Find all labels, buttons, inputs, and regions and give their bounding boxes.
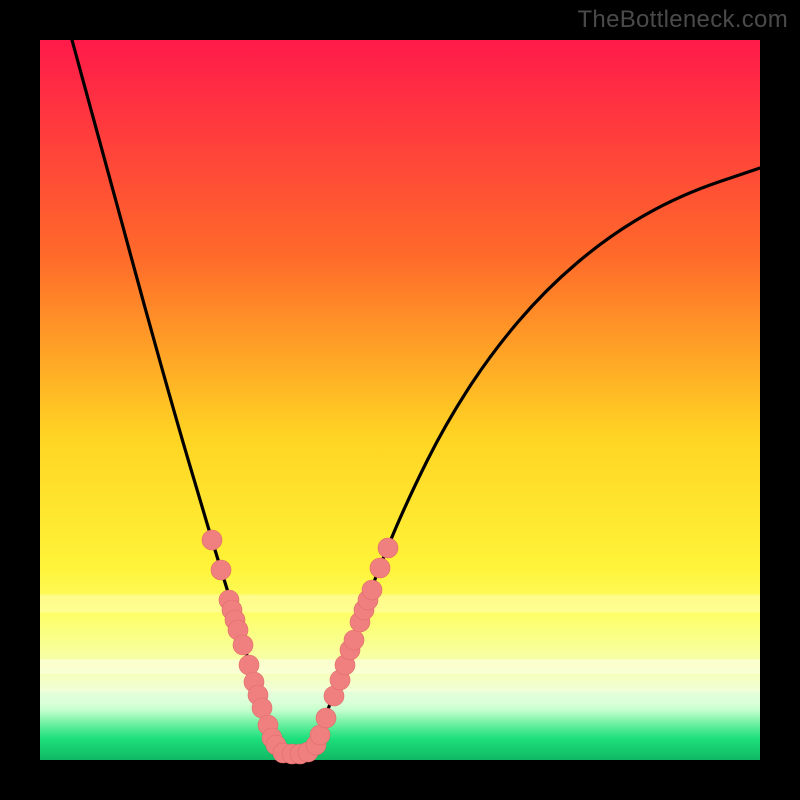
data-marker <box>362 580 382 600</box>
gradient-band <box>40 594 760 612</box>
watermark-text: TheBottleneck.com <box>577 6 788 34</box>
data-marker <box>344 630 364 650</box>
data-marker <box>378 538 398 558</box>
chart-background <box>40 40 760 760</box>
data-marker <box>316 708 336 728</box>
data-marker <box>202 530 222 550</box>
data-marker <box>233 635 253 655</box>
chart-container: TheBottleneck.com <box>0 0 800 800</box>
gradient-band <box>40 692 760 705</box>
data-marker <box>211 560 231 580</box>
gradient-band <box>40 659 760 673</box>
bottleneck-chart <box>0 0 800 800</box>
data-marker <box>370 558 390 578</box>
